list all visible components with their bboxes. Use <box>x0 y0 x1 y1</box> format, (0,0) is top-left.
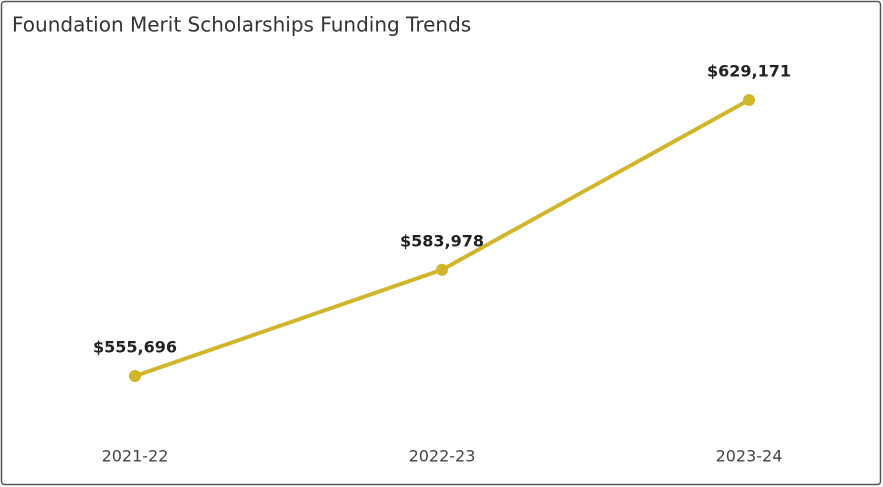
x-tick-label: 2023-24 <box>716 447 783 466</box>
point <box>743 94 755 106</box>
data-label: $555,696 <box>93 338 177 357</box>
data-label: $629,171 <box>707 62 791 81</box>
chart-title: Foundation Merit Scholarships Funding Tr… <box>12 13 471 37</box>
data-label: $583,978 <box>400 231 484 250</box>
point <box>129 370 141 382</box>
x-tick-label: 2022-23 <box>409 447 476 466</box>
point <box>436 263 448 276</box>
x-tick-label: 2021-22 <box>102 447 169 466</box>
